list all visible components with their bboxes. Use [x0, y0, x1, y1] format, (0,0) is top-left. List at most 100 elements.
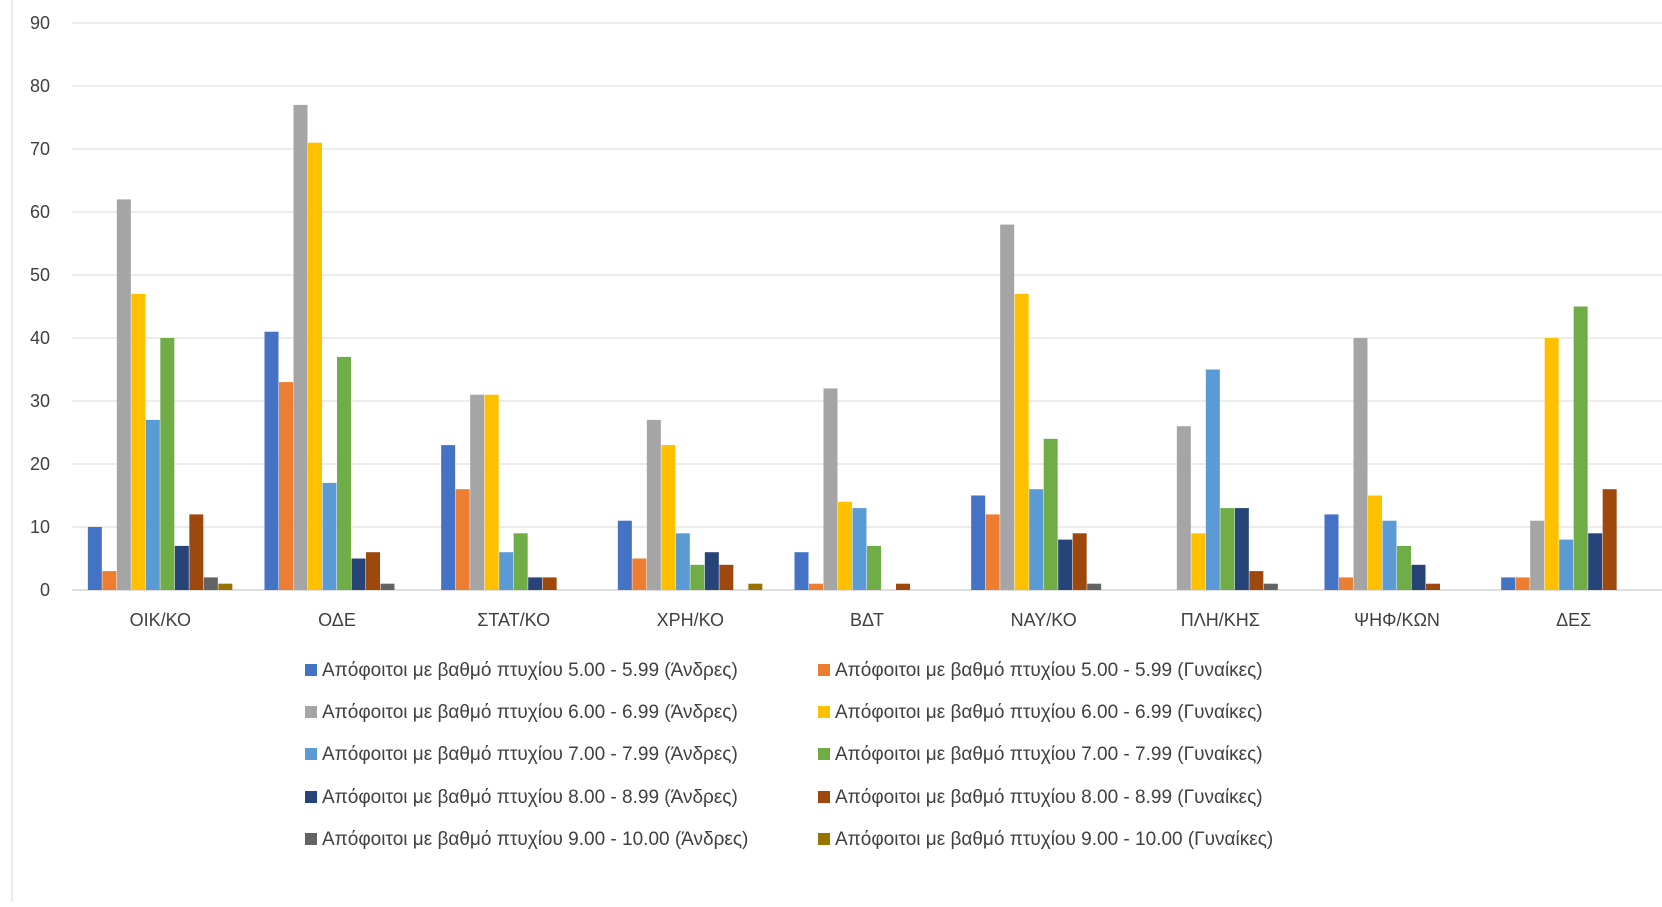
bar — [87, 527, 102, 590]
bar — [809, 583, 823, 590]
bar — [1573, 306, 1588, 590]
bar — [661, 445, 676, 590]
bar — [704, 552, 719, 590]
x-tick-label: ΣΤΑΤ/ΚΟ — [477, 610, 550, 630]
bar — [1353, 338, 1368, 590]
legend-label: Απόφοιτοι με βαθμό πτυχίου 7.00 - 7.99 (… — [835, 744, 1263, 765]
bar — [470, 394, 485, 590]
bar — [441, 445, 456, 590]
bar — [279, 382, 293, 590]
bar — [1072, 533, 1087, 590]
y-tick-label: 50 — [30, 265, 50, 285]
bar — [264, 331, 279, 590]
bar — [484, 394, 499, 590]
bar — [1058, 539, 1073, 590]
bar — [971, 495, 986, 590]
bar — [1339, 577, 1353, 590]
bar — [131, 293, 146, 590]
bar — [719, 564, 734, 590]
bar — [499, 552, 514, 590]
bar — [366, 552, 380, 590]
bar — [189, 514, 204, 590]
bar — [1176, 426, 1191, 590]
bar — [174, 545, 189, 590]
y-tick-label: 0 — [40, 580, 50, 600]
y-tick-label: 60 — [30, 202, 50, 222]
x-tick-label: ΟΔΕ — [318, 610, 356, 630]
x-tick-label: ΒΔΤ — [850, 610, 884, 630]
legend-label: Απόφοιτοι με βαθμό πτυχίου 8.00 - 8.99 (… — [835, 787, 1263, 808]
legend-label: Απόφοιτοι με βαθμό πτυχίου 6.00 - 6.99 (… — [322, 702, 738, 723]
bar — [203, 577, 218, 590]
y-tick-label: 20 — [30, 454, 50, 474]
bar — [1382, 520, 1397, 590]
bars — [87, 104, 1617, 591]
bar — [632, 558, 647, 590]
bar — [1411, 564, 1426, 590]
x-tick-label: ΨΗΦ/ΚΩΝ — [1354, 610, 1440, 630]
bar — [1324, 514, 1339, 590]
bar — [1588, 533, 1603, 590]
bar — [322, 482, 337, 590]
legend-label: Απόφοιτοι με βαθμό πτυχίου 9.00 - 10.00 … — [835, 829, 1273, 850]
legend-swatch — [305, 748, 317, 760]
legend-swatch — [818, 748, 830, 760]
bar — [852, 508, 867, 590]
legend: Απόφοιτοι με βαθμό πτυχίου 5.00 - 5.99 (… — [305, 660, 1273, 850]
bar — [1043, 438, 1058, 590]
bar — [337, 356, 351, 590]
x-tick-label: ΔΕΣ — [1556, 610, 1591, 630]
bar — [1368, 495, 1382, 590]
x-tick-label: ΧΡΗ/ΚΟ — [657, 610, 724, 630]
bar — [1426, 583, 1440, 590]
bar — [1544, 338, 1559, 590]
bar — [1263, 583, 1278, 590]
legend-label: Απόφοιτοι με βαθμό πτυχίου 7.00 - 7.99 (… — [322, 744, 738, 765]
bar — [1191, 533, 1206, 590]
bar — [1530, 520, 1545, 590]
bar — [351, 558, 366, 590]
legend-swatch — [305, 791, 317, 803]
bar — [1029, 489, 1044, 590]
bar — [542, 577, 557, 590]
y-tick-label: 30 — [30, 391, 50, 411]
bar — [380, 583, 395, 590]
bar — [1515, 577, 1530, 590]
bar — [102, 571, 117, 590]
bar — [617, 520, 632, 590]
bar — [160, 338, 175, 590]
bar — [690, 564, 705, 590]
bar — [896, 583, 910, 590]
x-tick-label: ΝΑΥ/ΚΟ — [1011, 610, 1077, 630]
bar — [985, 514, 1000, 590]
legend-label: Απόφοιτοι με βαθμό πτυχίου 8.00 - 8.99 (… — [322, 787, 738, 808]
bar — [1087, 583, 1102, 590]
legend-label: Απόφοιτοι με βαθμό πτυχίου 5.00 - 5.99 (… — [322, 660, 738, 681]
bar — [794, 552, 809, 590]
bar — [1014, 293, 1029, 590]
bar — [838, 501, 852, 590]
legend-swatch — [818, 791, 830, 803]
bar — [1249, 571, 1264, 590]
legend-swatch — [305, 706, 317, 718]
y-tick-label: 80 — [30, 76, 50, 96]
legend-swatch — [305, 833, 317, 845]
bar — [646, 419, 661, 590]
legend-swatch — [818, 833, 830, 845]
legend-label: Απόφοιτοι με βαθμό πτυχίου 9.00 - 10.00 … — [322, 829, 748, 850]
bar — [823, 388, 838, 590]
y-tick-label: 90 — [30, 13, 50, 33]
bar — [1602, 489, 1617, 590]
bar — [1234, 508, 1249, 590]
legend-label: Απόφοιτοι με βαθμό πτυχίου 5.00 - 5.99 (… — [835, 660, 1263, 681]
bar — [1000, 224, 1015, 590]
legend-swatch — [818, 706, 830, 718]
bar — [116, 199, 131, 590]
bar — [513, 533, 528, 590]
x-axis: ΟΙΚ/ΚΟ ΟΔΕ ΣΤΑΤ/ΚΟ ΧΡΗ/ΚΟ ΒΔΤ ΝΑΥ/ΚΟ ΠΛΗ/ΚΗΣ ΨΗ… — [130, 610, 1592, 630]
bar — [867, 545, 881, 590]
bar — [1559, 539, 1574, 590]
bar — [1220, 508, 1235, 590]
bar — [455, 489, 470, 590]
